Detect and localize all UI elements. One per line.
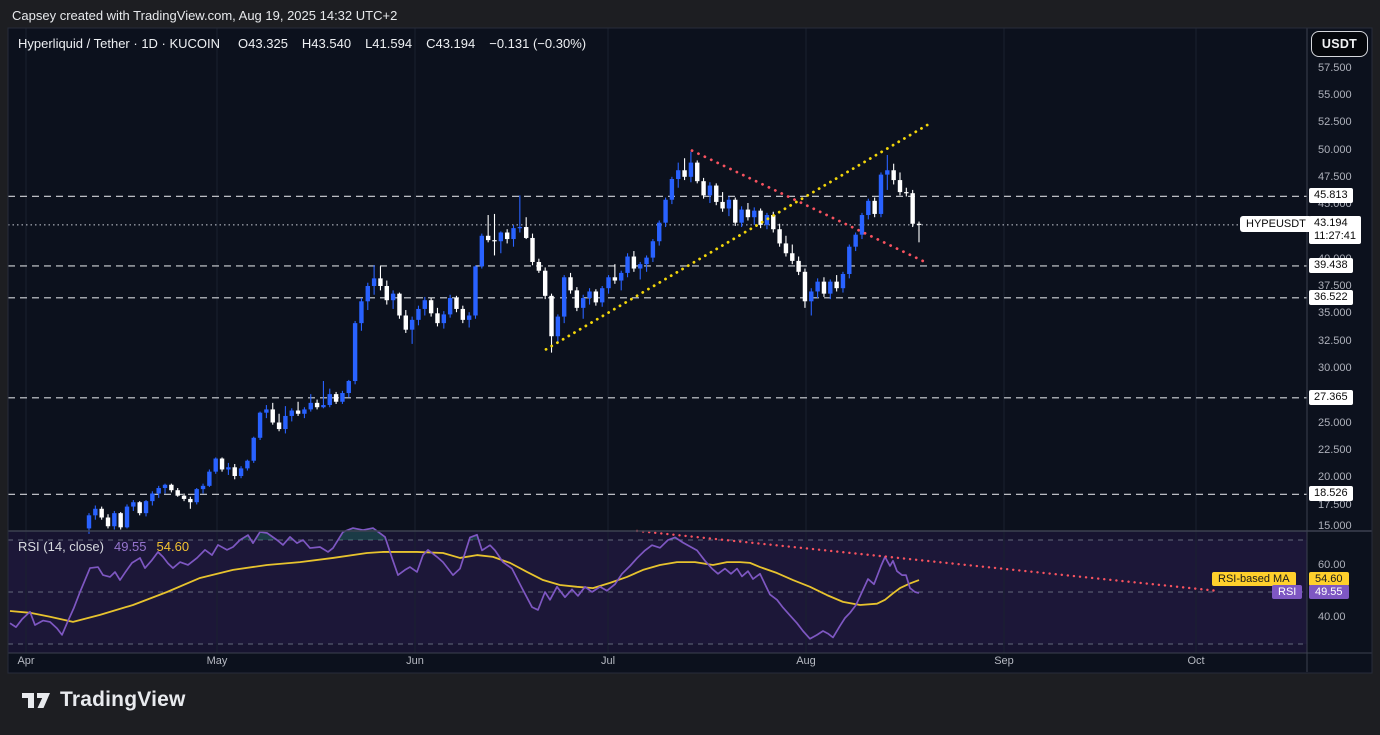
horizontal-level-lines[interactable] xyxy=(8,195,1307,495)
price-tick: 57.500 xyxy=(1318,61,1352,74)
price-tick: 15.000 xyxy=(1318,520,1352,532)
price-level-tag: 39.438 xyxy=(1309,257,1353,273)
price-tick: 55.000 xyxy=(1318,89,1352,101)
tradingview-logo-mark-icon xyxy=(22,693,50,708)
rsi-band-lines xyxy=(8,539,1307,645)
symbol-title[interactable]: Hyperliquid / Tether · 1D · KUCOIN xyxy=(18,36,221,51)
price-tick: 22.500 xyxy=(1318,443,1352,456)
price-tick: 47.500 xyxy=(1318,170,1352,183)
price-tick: 52.500 xyxy=(1318,116,1352,129)
price-level-tag: 27.365 xyxy=(1309,389,1353,405)
rsi-ma-name-tag: RSI-based MA xyxy=(1212,572,1296,587)
price-tick: 35.000 xyxy=(1318,307,1352,320)
rsi-legend[interactable]: RSI (14, close) 49.55 54.60 xyxy=(18,539,199,554)
currency-toggle-usdt[interactable]: USDT xyxy=(1311,31,1368,57)
month-gridlines xyxy=(25,28,1197,653)
rsi-divergence-trendline[interactable] xyxy=(635,529,1220,593)
last-price-tag: 43.194 11:27:41 xyxy=(1309,215,1362,244)
rsi-name-tag: RSI xyxy=(1272,585,1303,600)
attribution-text: Capsey created with TradingView.com, Aug… xyxy=(12,8,398,23)
month-label: Jun xyxy=(406,655,424,667)
pane-separators xyxy=(7,27,1373,674)
rsi-tick: 60.00 xyxy=(1318,559,1346,571)
month-label: Apr xyxy=(17,655,35,667)
price-level-tag: 36.522 xyxy=(1309,289,1353,305)
month-label: Aug xyxy=(796,655,816,667)
rsi-value: 49.55 xyxy=(113,539,147,554)
last-price-value: 43.194 xyxy=(1314,216,1348,229)
ascending-trendline-yellow[interactable] xyxy=(544,120,934,351)
rsi-tick: 40.00 xyxy=(1318,611,1346,623)
month-label: May xyxy=(206,655,228,667)
price-tick: 32.500 xyxy=(1318,334,1352,347)
tradingview-logo-text: TradingView xyxy=(60,688,186,711)
descending-trendline-red[interactable] xyxy=(690,149,927,264)
symbol-price-tag: HYPEUSDT xyxy=(1240,215,1312,232)
symbol-legend[interactable]: Hyperliquid / Tether · 1D · KUCOIN O43.32… xyxy=(18,36,600,51)
price-level-tag: 45.813 xyxy=(1309,188,1353,204)
month-label: Sep xyxy=(994,655,1014,667)
price-tick: 37.500 xyxy=(1318,280,1352,293)
rsi-ma-value: 54.60 xyxy=(156,539,190,554)
ohlc-high: H43.540 xyxy=(301,36,352,51)
ohlc-open: O43.325 xyxy=(238,36,288,51)
rsi-ma-value-tag: 54.60 xyxy=(1309,572,1349,587)
candles-layer[interactable] xyxy=(86,151,922,534)
price-change: −0.131 (−0.30%) xyxy=(489,36,587,51)
rsi-line[interactable] xyxy=(9,527,920,640)
rsi-value-tag: 49.55 xyxy=(1309,585,1349,600)
ohlc-close: C43.194 xyxy=(426,36,476,51)
month-label: Jul xyxy=(600,655,616,667)
month-label: Oct xyxy=(1187,655,1205,667)
tradingview-logo[interactable]: TradingView xyxy=(20,687,186,713)
ohlc-low: L41.594 xyxy=(365,36,413,51)
price-tick: 25.000 xyxy=(1318,416,1352,429)
price-tick: 20.000 xyxy=(1318,471,1352,484)
price-level-tag: 18.526 xyxy=(1309,486,1353,502)
pane-backgrounds xyxy=(8,28,1372,673)
price-tick: 17.500 xyxy=(1318,498,1352,511)
rsi-indicator-title[interactable]: RSI (14, close) xyxy=(18,539,104,554)
bar-countdown: 11:27:41 xyxy=(1314,229,1357,242)
price-tick: 30.000 xyxy=(1318,362,1352,374)
price-tick: 50.000 xyxy=(1318,143,1352,156)
